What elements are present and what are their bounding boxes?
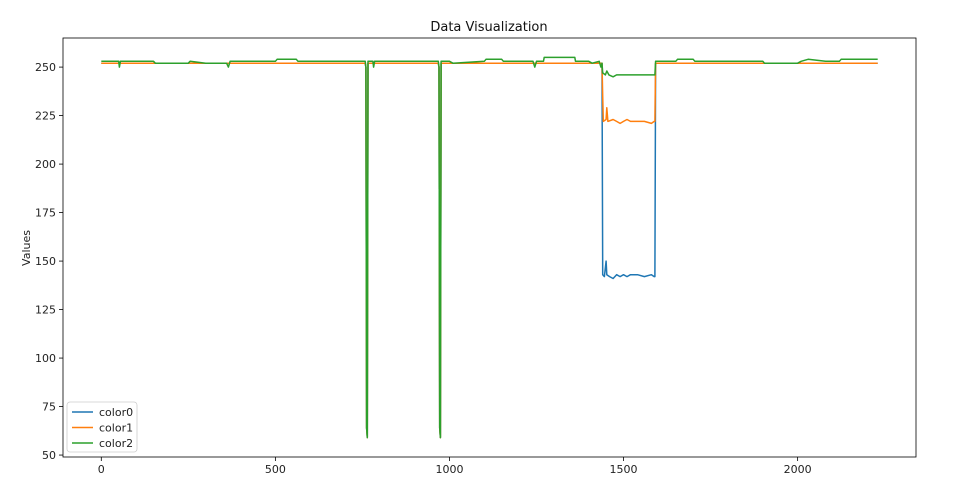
x-axis-ticks: 0 500 1000 1500 2000 bbox=[98, 457, 812, 476]
legend-box bbox=[66, 401, 138, 453]
y-axis-label: Values bbox=[20, 230, 33, 266]
legend-label-color2: color2 bbox=[99, 437, 133, 450]
x-tick-label: 500 bbox=[265, 463, 286, 476]
y-tick-label: 150 bbox=[35, 255, 56, 268]
y-tick-label: 200 bbox=[35, 158, 56, 171]
series-line-color2 bbox=[101, 56, 878, 439]
y-tick-label: 175 bbox=[35, 207, 56, 220]
plot-lines bbox=[101, 56, 878, 439]
x-tick-label: 2000 bbox=[784, 463, 812, 476]
legend: color0 color1 color2 bbox=[66, 401, 138, 453]
y-tick-label: 125 bbox=[35, 304, 56, 317]
legend-label-color0: color0 bbox=[99, 406, 133, 419]
x-tick-label: 0 bbox=[98, 463, 105, 476]
plot-frame bbox=[62, 37, 917, 458]
x-tick-label: 1000 bbox=[435, 463, 463, 476]
x-tick-label: 1500 bbox=[610, 463, 638, 476]
legend-label-color1: color1 bbox=[99, 422, 133, 435]
chart-title: Data Visualization bbox=[430, 20, 547, 35]
y-tick-label: 50 bbox=[42, 449, 56, 462]
y-tick-label: 250 bbox=[35, 61, 56, 74]
y-tick-label: 75 bbox=[42, 401, 56, 414]
y-axis-ticks: 50 75 100 125 150 175 200 225 250 bbox=[35, 61, 63, 462]
y-tick-label: 225 bbox=[35, 110, 56, 123]
y-tick-label: 100 bbox=[35, 352, 56, 365]
